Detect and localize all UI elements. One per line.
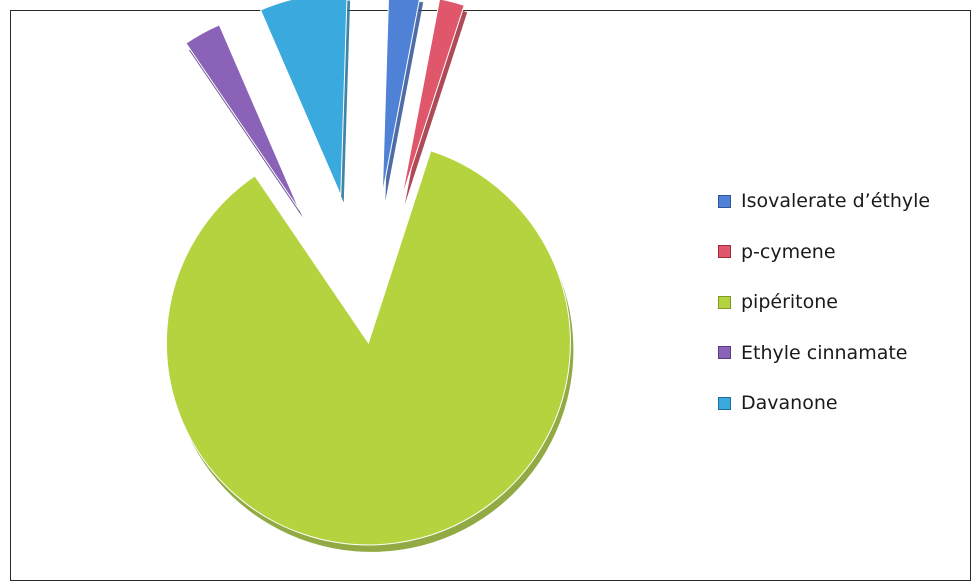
- legend-label-isovalerate: Isovalerate d’éthyle: [741, 190, 931, 212]
- legend-swatch-isovalerate: [718, 194, 731, 208]
- legend-item-davanone: Davanone: [718, 392, 930, 414]
- legend-label-piperitone: pipéritone: [741, 291, 838, 313]
- legend: Isovalerate d’éthyle p-cymene pipéritone…: [718, 190, 930, 443]
- pie-slice-davanone: [259, 0, 348, 196]
- pie-slice-p-cymene: [401, 0, 465, 198]
- pie-slice-isovalerate: [381, 0, 420, 194]
- legend-item-isovalerate: Isovalerate d’éthyle: [718, 190, 930, 212]
- legend-swatch-davanone: [718, 396, 731, 410]
- legend-label-ethyle-cinnamate: Ethyle cinnamate: [741, 341, 908, 364]
- pie-slice-piperitone: [165, 150, 571, 546]
- legend-swatch-p-cymene: [718, 245, 731, 258]
- legend-swatch-piperitone: [718, 295, 731, 309]
- pie-slice-ethyle-cinnamate: [185, 24, 301, 211]
- legend-item-piperitone: pipéritone: [718, 291, 930, 313]
- legend-item-p-cymene: p-cymene: [718, 241, 930, 263]
- legend-label-davanone: Davanone: [741, 392, 838, 414]
- pie-slice-shadow-p-cymene: [404, 5, 468, 205]
- legend-label-p-cymene: p-cymene: [741, 240, 836, 263]
- legend-item-ethyle-cinnamate: Ethyle cinnamate: [718, 342, 930, 364]
- legend-swatch-ethyle-cinnamate: [718, 346, 731, 359]
